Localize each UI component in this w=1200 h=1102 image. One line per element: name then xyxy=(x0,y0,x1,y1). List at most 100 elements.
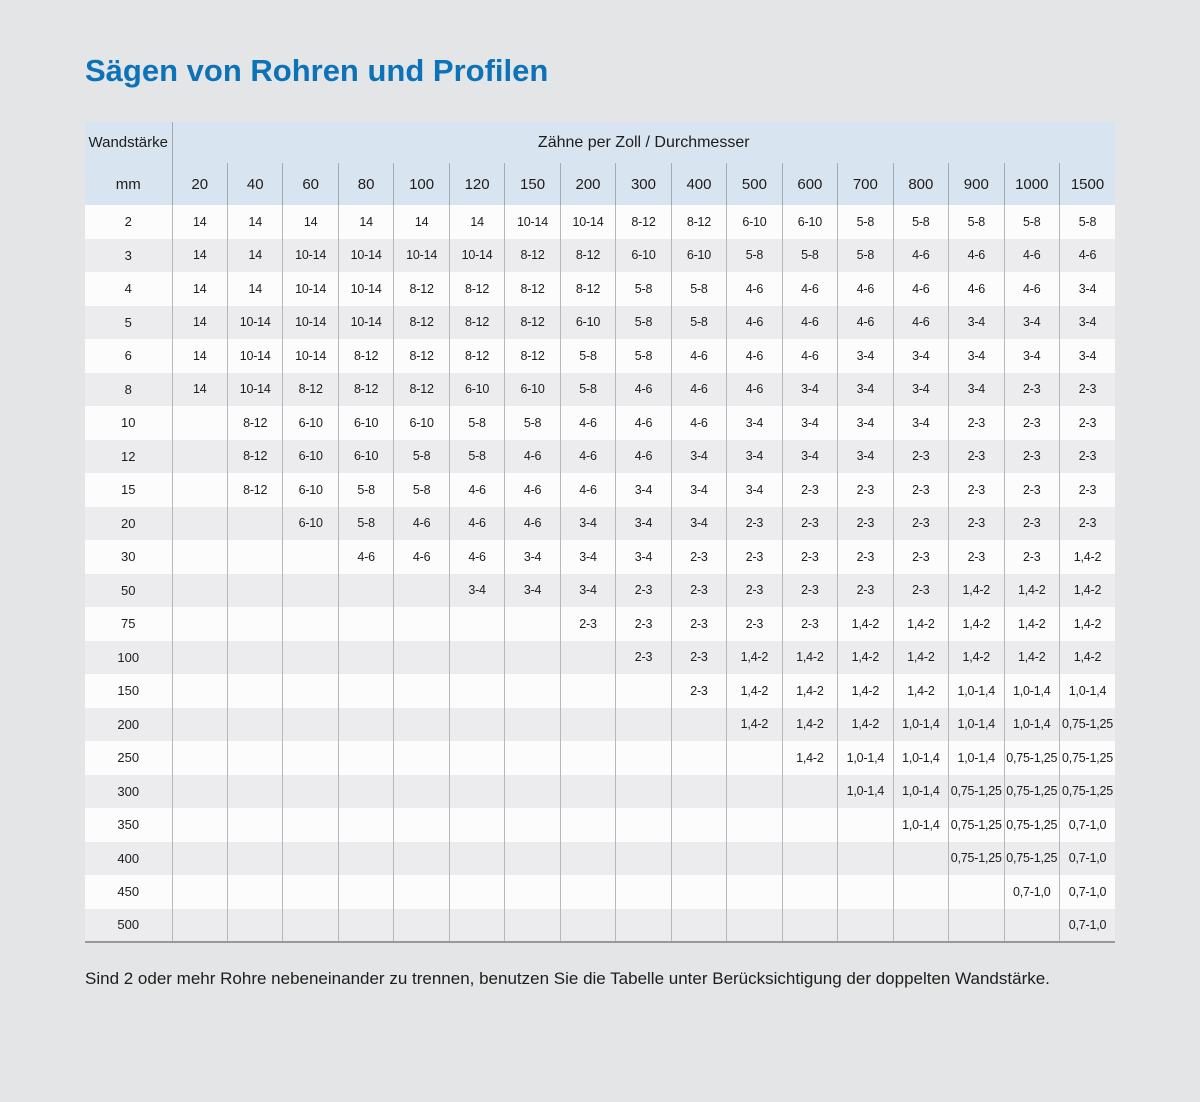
table-cell: 4-6 xyxy=(615,439,672,473)
table-cell: 10-14 xyxy=(337,272,394,306)
table-cell xyxy=(226,808,283,842)
table-cell: 2-3 xyxy=(1003,372,1060,406)
table-cell xyxy=(171,607,228,641)
table-cell: 14 xyxy=(171,339,228,373)
table-cell: 0,7-1,0 xyxy=(1059,808,1115,842)
table-cell xyxy=(171,841,228,875)
column-header: 120 xyxy=(448,163,505,205)
table-cell: 6-10 xyxy=(615,238,672,272)
table-cell: 2-3 xyxy=(837,506,894,540)
table-cell: 2-3 xyxy=(559,607,616,641)
table-cell: 4-6 xyxy=(892,305,949,339)
table-cell: 0,75-1,25 xyxy=(1003,774,1060,808)
table-row: 500 0,7-1,0 xyxy=(85,908,1115,942)
table-cell: 10-14 xyxy=(226,372,283,406)
table-cell: 3-4 xyxy=(726,406,783,440)
column-header: 40 xyxy=(226,163,283,205)
table-cell xyxy=(670,808,727,842)
table-cell: 3-4 xyxy=(504,540,561,574)
table-cell: 10-14 xyxy=(282,272,339,306)
row-label: 3 xyxy=(124,247,132,263)
table-row: 10 8-12 6-10 6-10 6-10 5-8 5-8 4-6 4-6 4-6 3-4 3-4 3… xyxy=(85,406,1115,440)
table-cell: 1,4-2 xyxy=(837,607,894,641)
column-header: 1500 xyxy=(1059,163,1115,205)
table-cell xyxy=(282,774,339,808)
table-row: 6 14 10-14 10-14 8-12 8-12 8-12 8-12 5-8 5-8 4-6 4-… xyxy=(85,339,1115,373)
table-cell: 3-4 xyxy=(837,406,894,440)
table-cell: 2-3 xyxy=(615,640,672,674)
table-cell: 1,0-1,4 xyxy=(1003,674,1060,708)
table-cell xyxy=(226,841,283,875)
table-cell: 2-3 xyxy=(670,674,727,708)
table-cell: 1,0-1,4 xyxy=(1059,674,1115,708)
table-cell xyxy=(615,808,672,842)
table-cell: 8-12 xyxy=(393,272,450,306)
table-cell xyxy=(448,741,505,775)
table-cell: 2-3 xyxy=(1003,540,1060,574)
table-cell: 1,4-2 xyxy=(1059,640,1115,674)
table-cell xyxy=(337,607,394,641)
table-cell: 6-10 xyxy=(337,406,394,440)
table-cell: 5-8 xyxy=(559,339,616,373)
table-cell: 1,4-2 xyxy=(837,640,894,674)
table-cell xyxy=(615,707,672,741)
table-cell: 1,4-2 xyxy=(837,674,894,708)
row-label: 500 xyxy=(117,917,140,933)
table-cell: 14 xyxy=(171,272,228,306)
table-cell: 1,4-2 xyxy=(1059,540,1115,574)
table-cell xyxy=(171,506,228,540)
table-cell: 5-8 xyxy=(670,272,727,306)
table-cell: 1,4-2 xyxy=(781,674,838,708)
table-cell: 2-3 xyxy=(948,540,1005,574)
table-row: 30 4-6 4-6 4-6 3-4 3-4 3-4 2-3 2-3 2-3 2-3 2-3 2-3 2-… xyxy=(85,540,1115,574)
table-cell: 1,0-1,4 xyxy=(892,808,949,842)
table-cell xyxy=(892,875,949,909)
table-cell: 3-4 xyxy=(892,372,949,406)
row-label: 30 xyxy=(121,549,136,565)
table-cell xyxy=(282,707,339,741)
table-row: 350 1,0-1,4 0,75-1,25 0,75-1,25 0,7-1,0 xyxy=(85,808,1115,842)
table-cell: 5-8 xyxy=(948,205,1005,239)
table-cell xyxy=(337,841,394,875)
table-cell xyxy=(337,774,394,808)
table-cell: 2-3 xyxy=(670,573,727,607)
table-cell: 0,75-1,25 xyxy=(1059,707,1115,741)
row-label: 100 xyxy=(117,649,140,665)
table-cell: 1,0-1,4 xyxy=(948,707,1005,741)
table-row: 15 8-12 6-10 5-8 5-8 4-6 4-6 4-6 3-4 3-4 3-4 2-3 2-3… xyxy=(85,473,1115,507)
table-cell: 4-6 xyxy=(837,305,894,339)
table-cell xyxy=(337,674,394,708)
page-title: Sägen von Rohren und Profilen xyxy=(85,53,549,88)
table-cell: 2-3 xyxy=(670,607,727,641)
table-cell xyxy=(726,908,783,942)
table-cell xyxy=(282,640,339,674)
table-cell xyxy=(171,808,228,842)
table-cell: 8-12 xyxy=(559,238,616,272)
table-cell xyxy=(559,707,616,741)
table-cell xyxy=(393,640,450,674)
table-cell xyxy=(670,707,727,741)
table-cell xyxy=(948,908,1005,942)
table-cell xyxy=(726,841,783,875)
column-header: 900 xyxy=(948,163,1005,205)
table-row: 75 2-3 2-3 2-3 2-3 2-3 1,4-2 1,4-2 1,4-2 1,4-2 1,4… xyxy=(85,607,1115,641)
table-cell xyxy=(171,406,228,440)
table-cell xyxy=(337,741,394,775)
table-cell xyxy=(448,908,505,942)
table-row: 2 14 14 14 14 14 14 10-14 10-14 8-12 8-12 6-10 6-10 5… xyxy=(85,205,1115,239)
table-cell: 1,4-2 xyxy=(726,674,783,708)
table-cell: 14 xyxy=(226,238,283,272)
table-cell: 4-6 xyxy=(448,506,505,540)
table-cell xyxy=(171,774,228,808)
table-cell: 5-8 xyxy=(448,439,505,473)
table-row: 50 3-4 3-4 3-4 2-3 2-3 2-3 2-3 2-3 2-3 1,4-2 1,4-2 1… xyxy=(85,573,1115,607)
table-cell: 0,75-1,25 xyxy=(1059,741,1115,775)
table-cell: 1,0-1,4 xyxy=(892,774,949,808)
table-cell: 0,7-1,0 xyxy=(1059,875,1115,909)
table-cell: 3-4 xyxy=(1059,272,1115,306)
table-row: 450 0,7-1,0 0,7-1,0 xyxy=(85,875,1115,909)
table-cell: 1,4-2 xyxy=(1003,640,1060,674)
table-cell: 3-4 xyxy=(615,473,672,507)
table-cell: 4-6 xyxy=(892,272,949,306)
table-cell: 4-6 xyxy=(337,540,394,574)
